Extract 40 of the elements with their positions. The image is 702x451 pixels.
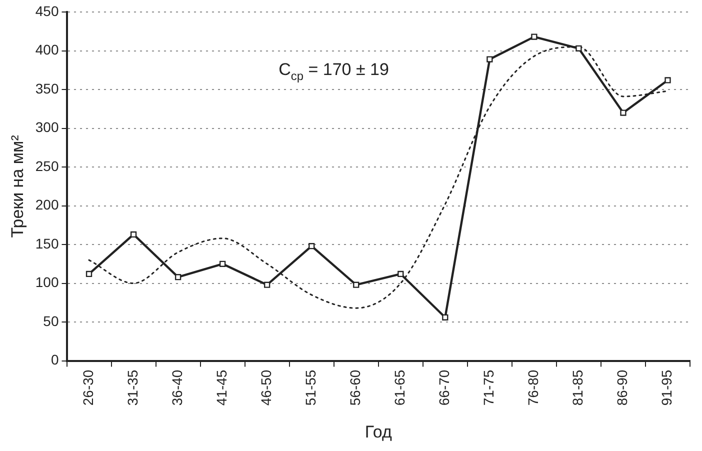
point [442, 314, 448, 320]
y-tick-label: 300 [35, 119, 59, 136]
point [308, 243, 315, 250]
x-tick-label: 71-75 [480, 370, 497, 406]
point [130, 231, 137, 238]
point [664, 77, 671, 84]
x-tick-label: 36-40 [168, 370, 185, 406]
x-tick-label: 31-35 [124, 370, 140, 406]
point [620, 110, 626, 116]
y-tick-label: 200 [35, 196, 59, 213]
x-tick-label: 26-30 [80, 370, 96, 406]
y-tick-label: 50 [43, 312, 59, 329]
x-tick-label: 81-85 [570, 370, 586, 406]
x-tick-label: 91-95 [658, 370, 675, 406]
point [174, 274, 182, 280]
y-tick-label: 100 [35, 274, 59, 290]
x-tick-label: 66-70 [436, 370, 452, 406]
x-tick-label: 56-60 [346, 370, 363, 406]
x-tick-label: 86-90 [614, 370, 630, 406]
point [398, 270, 404, 278]
y-tick-label: 350 [35, 80, 59, 96]
y-axis-title: Треки на мм² [8, 134, 27, 238]
point [219, 260, 226, 267]
point [86, 270, 92, 278]
point [486, 56, 493, 62]
y-tick-label: 250 [35, 158, 59, 174]
point [264, 282, 270, 288]
y-tick-label: 400 [35, 42, 59, 58]
x-tick-label: 61-65 [391, 370, 408, 406]
y-tick-label: 0 [50, 352, 59, 368]
x-tick-label: 46-50 [258, 370, 274, 406]
x-axis-title: Год [364, 422, 392, 442]
point [531, 34, 538, 40]
y-tick-label: 450 [35, 2, 59, 19]
point [576, 45, 582, 52]
x-tick-label: 41-45 [213, 370, 230, 406]
y-tick-label: 150 [35, 235, 59, 252]
x-tick-label: 51-55 [302, 370, 318, 406]
point [353, 282, 360, 288]
x-tick-label: 76-80 [525, 370, 542, 406]
